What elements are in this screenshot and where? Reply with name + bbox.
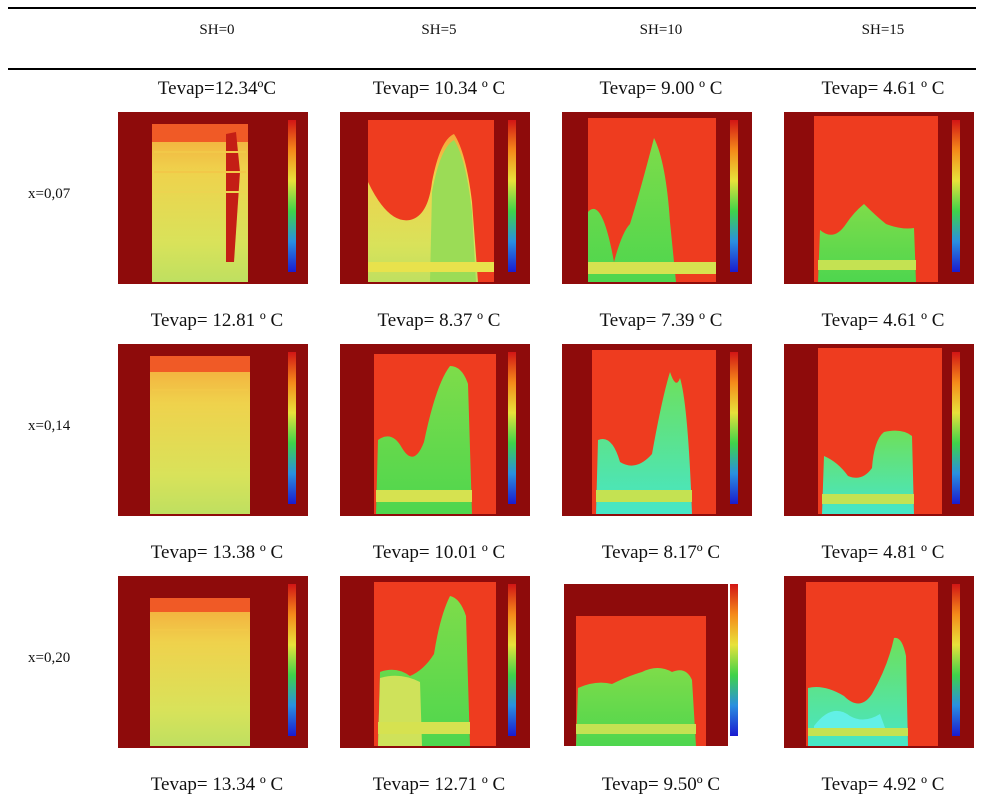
row-label-x007: x=0,07 <box>28 186 70 203</box>
column-header-sh5: SH=5 <box>328 22 550 39</box>
tevap-r1-sh15: Tevap= 4.61 º C <box>772 78 984 100</box>
thermal-image-r2-sh15 <box>784 344 974 516</box>
thermal-image-r1-sh0 <box>118 112 308 284</box>
tevap-r2-sh15: Tevap= 4.61 º C <box>772 310 984 332</box>
tevap-r2-sh5: Tevap= 8.37 º C <box>328 310 550 332</box>
tevap-bottom-sh15: Tevap= 4.92 º C <box>772 774 984 796</box>
thermal-image-r1-sh15 <box>784 112 974 284</box>
tevap-r1-sh0: Tevap=12.34ºC <box>106 78 328 100</box>
column-header-sh0: SH=0 <box>106 22 328 39</box>
thermal-image-r1-sh10 <box>562 112 752 284</box>
tevap-r3-sh15: Tevap= 4.81 º C <box>772 542 984 564</box>
tevap-r3-sh0: Tevap= 13.38 º C <box>106 542 328 564</box>
top-rule <box>8 7 976 9</box>
thermal-image-r3-sh0 <box>118 576 308 748</box>
tevap-bottom-sh5: Tevap= 12.71 º C <box>328 774 550 796</box>
row-label-x020: x=0,20 <box>28 650 70 667</box>
tevap-bottom-sh10: Tevap= 9.50º C <box>550 774 772 796</box>
tevap-r3-sh5: Tevap= 10.01 º C <box>328 542 550 564</box>
column-header-sh10: SH=10 <box>550 22 772 39</box>
tevap-r3-sh10: Tevap= 8.17º C <box>550 542 772 564</box>
thermal-image-r3-sh15 <box>784 576 974 748</box>
tevap-r1-sh10: Tevap= 9.00 º C <box>550 78 772 100</box>
row-label-x014: x=0,14 <box>28 418 70 435</box>
tevap-bottom-sh0: Tevap= 13.34 º C <box>106 774 328 796</box>
thermal-image-r2-sh10 <box>562 344 752 516</box>
thermal-image-r1-sh5 <box>340 112 530 284</box>
column-header-sh15: SH=15 <box>772 22 984 39</box>
thermal-image-r3-sh5 <box>340 576 530 748</box>
tevap-r2-sh0: Tevap= 12.81 º C <box>106 310 328 332</box>
thermal-image-r2-sh5 <box>340 344 530 516</box>
thermal-image-r2-sh0 <box>118 344 308 516</box>
header-rule <box>8 68 976 70</box>
tevap-r2-sh10: Tevap= 7.39 º C <box>550 310 772 332</box>
thermal-image-r3-sh10 <box>562 576 752 748</box>
tevap-r1-sh5: Tevap= 10.34 º C <box>328 78 550 100</box>
